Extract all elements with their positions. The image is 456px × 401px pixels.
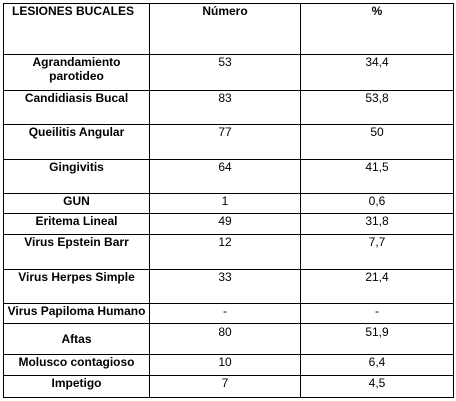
lesion-percent: 21,4 [300,269,454,304]
lesion-percent: 6,4 [300,354,454,376]
lesion-percent: 4,5 [300,375,454,398]
lesion-name: Eritema Lineal [3,213,150,235]
lesion-percent: 0,6 [300,193,454,214]
lesion-percent: 41,5 [300,159,454,194]
lesion-percent: 51,9 [300,323,454,355]
lesion-name: Molusco contagioso [3,354,150,376]
lesion-percent: 53,8 [300,90,454,125]
header-row: LESIONES BUCALES Número % [3,3,454,55]
table-row: GUN 1 0,6 [3,193,454,214]
lesion-count: 83 [149,90,301,125]
lesion-percent: 7,7 [300,234,454,270]
lesion-count: 10 [149,354,301,376]
lesion-count: 12 [149,234,301,270]
lesion-count: 53 [149,54,301,91]
lesion-percent: 31,8 [300,213,454,235]
table-container: LESIONES BUCALES Número % Agrandamiento … [3,3,454,398]
lesion-name: Queilitis Angular [3,124,150,160]
table-row: Gingivitis 64 41,5 [3,159,454,194]
table-row: Agrandamiento parotideo 53 34,4 [3,54,454,91]
table-row: Eritema Lineal 49 31,8 [3,213,454,235]
lesion-count: 1 [149,193,301,214]
lesion-percent: 50 [300,124,454,160]
lesion-count: 7 [149,375,301,398]
lesion-count: - [149,303,301,324]
lesion-count: 64 [149,159,301,194]
table-row: Queilitis Angular 77 50 [3,124,454,160]
lesion-percent: - [300,303,454,324]
lesion-name: Aftas [3,323,150,355]
lesion-count: 80 [149,323,301,355]
table-row: Molusco contagioso 10 6,4 [3,354,454,376]
lesion-name: Virus Epstein Barr [3,234,150,270]
lesion-count: 77 [149,124,301,160]
table-row: Impetigo 7 4,5 [3,375,454,398]
lesion-name: GUN [3,193,150,214]
lesion-name: Gingivitis [3,159,150,194]
lesion-count: 49 [149,213,301,235]
lesion-name: Virus Papiloma Humano [3,303,150,324]
lesion-name: Impetigo [3,375,150,398]
oral-lesions-table: LESIONES BUCALES Número % Agrandamiento … [3,3,454,398]
lesion-name: Virus Herpes Simple [3,269,150,304]
lesion-name: Candidiasis Bucal [3,90,150,125]
lesion-count: 33 [149,269,301,304]
table-row: Aftas 80 51,9 [3,323,454,355]
table-row: Candidiasis Bucal 83 53,8 [3,90,454,125]
header-lesiones: LESIONES BUCALES [3,3,150,55]
table-row: Virus Herpes Simple 33 21,4 [3,269,454,304]
lesion-name: Agrandamiento parotideo [3,54,150,91]
header-numero: Número [149,3,301,55]
header-porcentaje: % [300,3,454,55]
table-row: Virus Papiloma Humano - - [3,303,454,324]
table-row: Virus Epstein Barr 12 7,7 [3,234,454,270]
lesion-percent: 34,4 [300,54,454,91]
